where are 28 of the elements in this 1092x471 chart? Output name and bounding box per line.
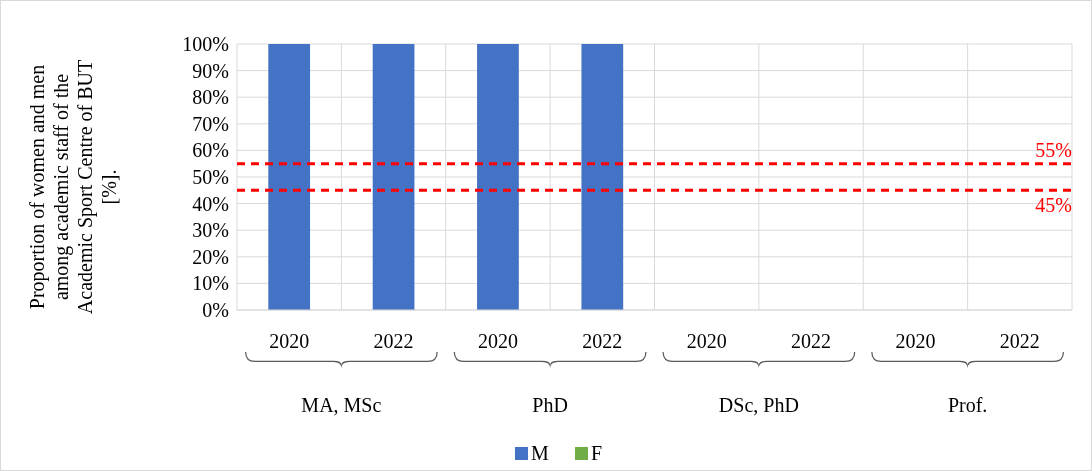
x-tick-label: 2020 [477,330,518,352]
y-tick-label: 30% [192,219,229,242]
ref-line-label: 45% [1035,194,1072,217]
y-tick-label: 100% [182,33,229,55]
x-tick-label: 2022 [373,330,414,352]
x-tick-label: 2022 [582,330,623,352]
y-tick-label: 50% [192,166,229,188]
y-axis-title: Proportion of women and men among academic staff of the Academic Sport Centre of BUT [%]. [26,59,120,315]
text: DSc, PhD [718,394,799,416]
y-tick-label: 90% [192,59,229,82]
text: MA, MSc [301,394,382,416]
text: PhD [532,394,568,416]
y-tick-label: 60% [192,139,229,162]
x-tick-label: 2022 [999,330,1040,352]
y-tick-label: 10% [192,272,229,295]
y-tick-label: 80% [192,86,229,109]
y-tick-label: 20% [192,245,229,268]
x-tick-label: 2022 [791,330,832,352]
x-tick-label: 2020 [269,330,310,352]
x-tick-label: 2020 [895,330,936,352]
x-tick-label: 2020 [686,330,727,352]
y-tick-label: 40% [192,192,229,215]
y-tick-label: 70% [192,112,229,135]
text: Prof. [947,394,988,416]
legend-label: M [531,442,549,464]
legend-label: F [591,442,603,464]
ref-line-label: 55% [1035,138,1072,161]
y-tick-label: 0% [202,299,229,321]
